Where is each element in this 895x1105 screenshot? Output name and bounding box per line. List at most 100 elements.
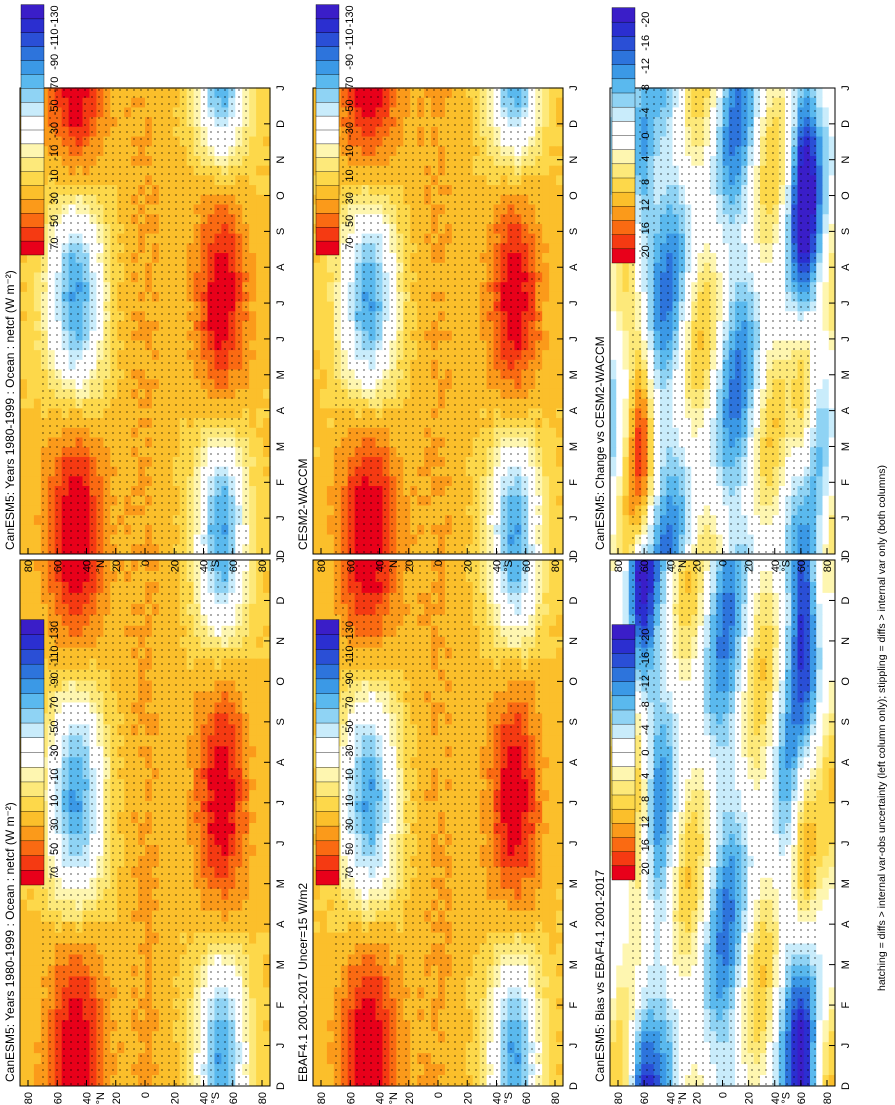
heatmap-cell — [256, 756, 264, 769]
heatmap-cell — [256, 636, 264, 648]
heatmap-cell — [26, 888, 35, 900]
heatmap-cell — [256, 888, 264, 900]
colorbar-label: -10 — [49, 769, 61, 785]
heatmap-cell — [26, 504, 35, 516]
heatmap-cell — [249, 145, 257, 156]
colorbar-label: 10 — [49, 169, 61, 181]
x-tick-label: J — [275, 85, 287, 91]
heatmap-cell — [33, 997, 42, 1010]
heatmap-cell — [542, 1052, 550, 1065]
y-tick-label: 20 — [111, 1092, 123, 1104]
heatmap-cell — [263, 456, 271, 467]
heatmap-cell — [319, 964, 328, 977]
heatmap-cell — [249, 165, 257, 176]
heatmap-cell — [263, 223, 271, 234]
heatmap-cell — [549, 844, 557, 856]
heatmap-cell — [263, 320, 271, 331]
heatmap-cell — [263, 647, 271, 659]
colorbar-swatch — [20, 854, 45, 871]
heatmap-cell — [26, 514, 35, 525]
heatmap-cell — [20, 514, 28, 525]
heatmap-cell — [263, 242, 271, 254]
heatmap-cell — [263, 745, 271, 758]
heatmap-cell — [549, 668, 557, 681]
heatmap-cell — [26, 262, 35, 273]
heatmap-cell — [263, 291, 271, 302]
heatmap-cell — [33, 1052, 42, 1065]
heatmap-cell — [313, 1008, 321, 1021]
heatmap-cell — [20, 1074, 28, 1086]
heatmap-cell — [33, 1030, 42, 1043]
heatmap-cell — [26, 475, 35, 487]
heatmap-cell — [542, 921, 550, 933]
heatmap-cell — [256, 592, 264, 604]
heatmap-cell — [313, 1019, 321, 1032]
heatmap-cell — [263, 800, 271, 813]
heatmap-cell — [319, 953, 328, 966]
heatmap-cell — [542, 888, 550, 900]
heatmap-cell — [249, 252, 257, 263]
heatmap-cell — [549, 910, 557, 922]
heatmap-cell — [549, 800, 557, 813]
heatmap-cell — [549, 877, 557, 889]
heatmap-cell — [256, 281, 264, 292]
y-tick-label: 60 — [52, 560, 64, 572]
heatmap-cell — [249, 291, 257, 302]
heatmap-cell — [249, 931, 257, 944]
heatmap-cell — [549, 899, 557, 911]
heatmap-cell — [249, 155, 257, 166]
heatmap-cell — [20, 281, 28, 292]
colorbar-swatch — [20, 781, 45, 797]
heatmap-cell — [249, 975, 257, 988]
heatmap-cell — [542, 701, 550, 714]
heatmap-cell — [263, 407, 271, 419]
heatmap-cell — [26, 271, 35, 283]
heatmap-cell — [20, 495, 28, 506]
heatmap-cell — [249, 407, 257, 419]
heatmap-cell — [249, 888, 257, 900]
heatmap-cell — [263, 495, 271, 506]
heatmap-cell — [263, 174, 271, 186]
heatmap-cell — [319, 997, 328, 1010]
heatmap-cell — [556, 877, 564, 889]
heatmap-cell — [249, 636, 257, 648]
heatmap-cell — [26, 339, 35, 351]
heatmap-cell — [256, 466, 264, 477]
colorbar-swatch — [20, 46, 45, 61]
heatmap-cell — [263, 436, 271, 448]
heatmap-cell — [249, 203, 257, 215]
heatmap-cell — [542, 778, 550, 791]
heatmap-cell — [20, 398, 28, 409]
heatmap-cell — [256, 291, 264, 302]
heatmap-cell — [542, 866, 550, 878]
heatmap-cell — [263, 581, 271, 593]
heatmap-cell — [20, 964, 28, 977]
heatmap-cell — [263, 668, 271, 681]
x-tick-label: J — [275, 515, 287, 521]
heatmap-cell — [249, 778, 257, 791]
heatmap-cell — [263, 690, 271, 703]
y-tick-label: 0 — [140, 560, 152, 566]
heatmap-cell — [249, 378, 257, 389]
heatmap-cell — [256, 942, 264, 955]
heatmap-cell — [256, 734, 264, 747]
heatmap-cell — [249, 368, 257, 380]
heatmap-cell — [33, 953, 42, 966]
heatmap-cell — [549, 690, 557, 703]
heatmap-cell — [263, 822, 271, 834]
heatmap-cell — [256, 233, 264, 244]
heatmap-cell — [542, 833, 550, 845]
colorbar-swatch — [20, 737, 45, 753]
heatmap-cell — [263, 625, 271, 637]
heatmap-cell — [549, 789, 557, 802]
heatmap-cell — [549, 942, 557, 955]
heatmap-cell — [319, 986, 328, 999]
heatmap-cell — [256, 658, 264, 670]
y-tick-label: 40 — [82, 1092, 94, 1104]
heatmap-cell — [20, 931, 28, 944]
x-tick-label: D — [275, 550, 287, 558]
heatmap-cell — [263, 398, 271, 409]
heatmap-cell — [256, 87, 264, 98]
heatmap-cell — [26, 899, 35, 911]
heatmap-cell — [256, 252, 264, 263]
